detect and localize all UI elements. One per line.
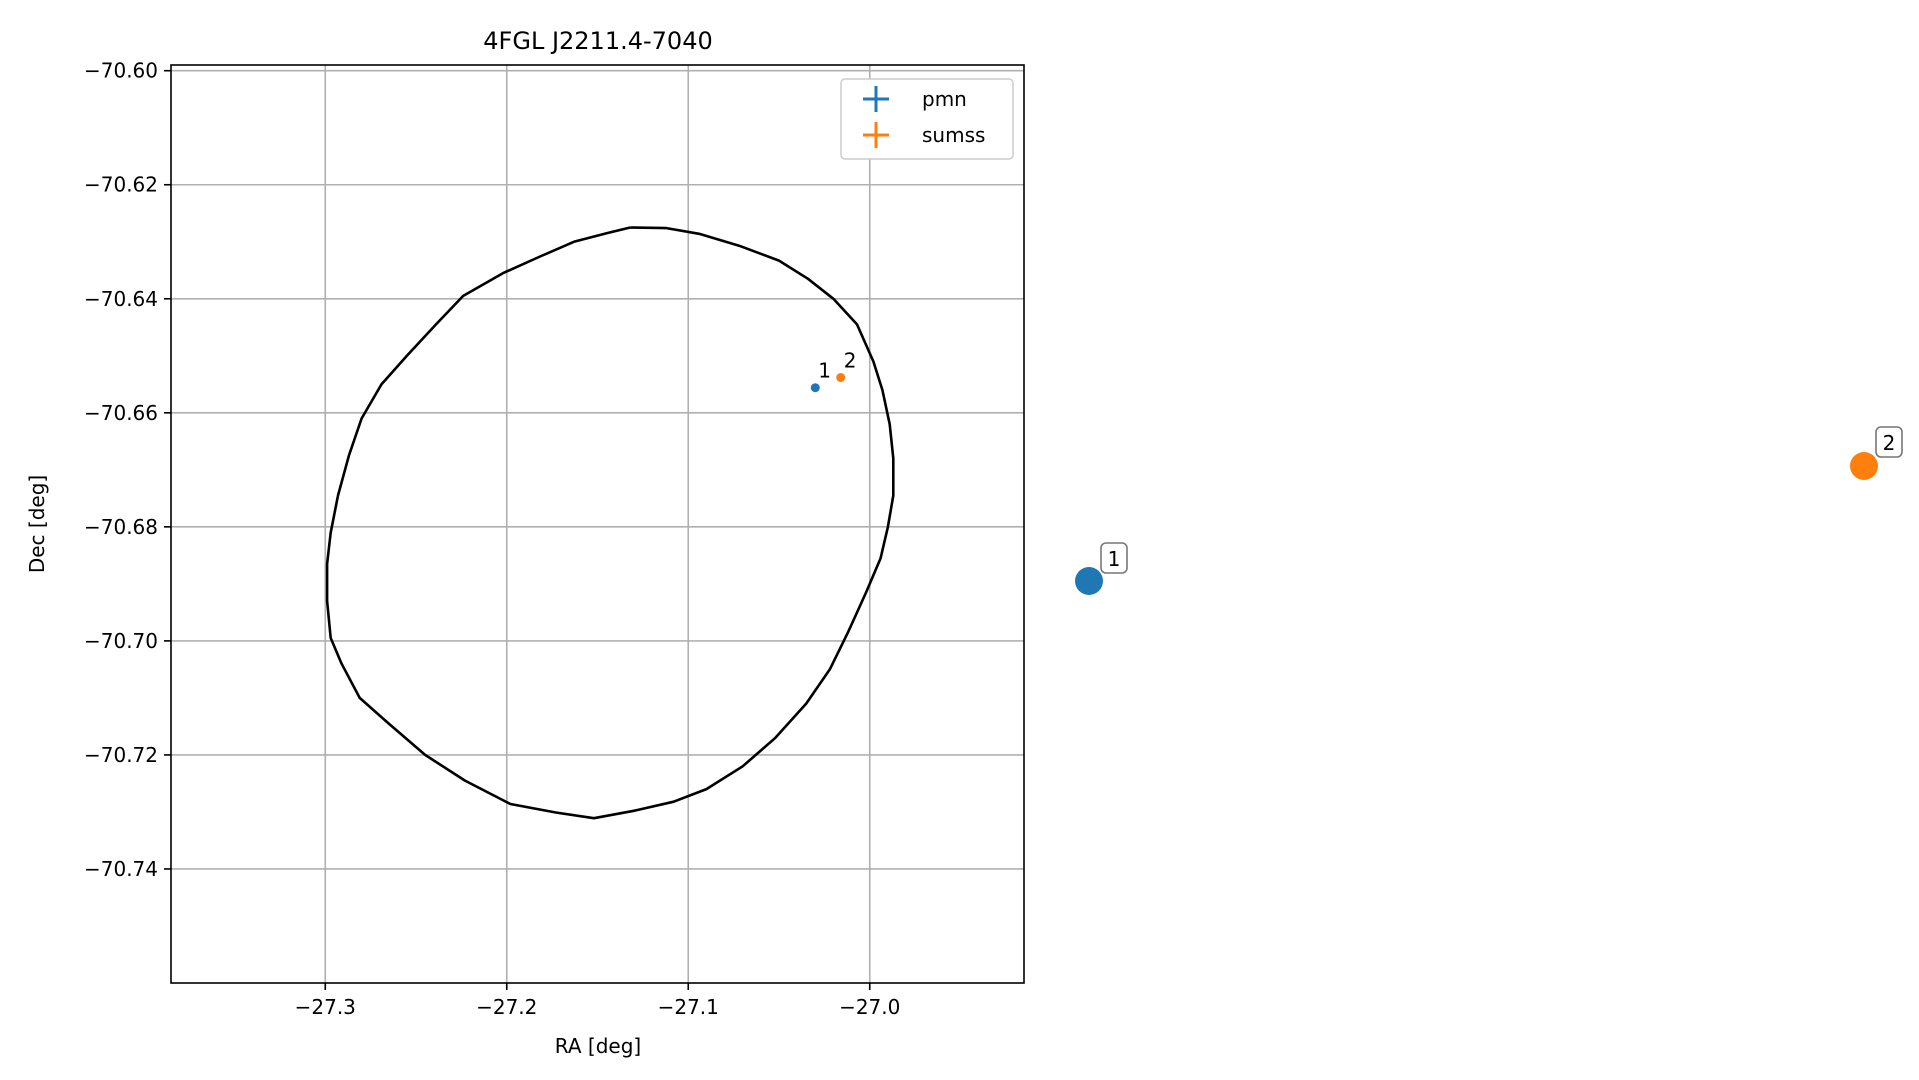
data-point-label-pmn: 1 [818,359,831,383]
y-tick-label: −70.70 [84,629,158,653]
y-axis-label: Dec [deg] [25,475,49,573]
side-marker-1-label-box [1100,542,1128,574]
grid-lines [171,65,1024,983]
y-tick-label: −70.74 [84,857,158,881]
side-marker-2-label-box [1875,426,1903,458]
side-marker-1-label: 1 [1108,547,1121,571]
x-tick-label: −27.1 [658,995,719,1019]
x-tick-label: −27.2 [476,995,537,1019]
uncertainty-ellipse-layer [325,226,895,820]
x-axis-ticks: −27.3 −27.2 −27.1 −27.0 [295,983,900,1019]
legend-pmn-label: pmn [922,87,967,111]
chart-title: 4FGL J2211.4-7040 [483,27,712,55]
side-marker-1: 1 [1075,542,1128,595]
legend-entry-sumss: sumss [863,122,985,148]
legend: pmn sumss [840,78,1014,160]
y-tick-label: −70.60 [84,59,158,83]
data-point-pmn [810,383,820,393]
side-marker-2-dot [1850,452,1878,480]
x-tick-label: −27.3 [295,995,356,1019]
y-axis-ticks: −70.60 −70.62 −70.64 −70.66 −70.68 −70.70 −70.… [84,59,171,881]
y-tick-label: −70.66 [84,401,158,425]
y-tick-label: −70.68 [84,515,158,539]
x-axis-label: RA [deg] [555,1034,641,1058]
data-point-label-sumss: 2 [844,348,857,372]
y-tick-label: −70.62 [84,173,158,197]
uncertainty-ellipse [325,226,895,820]
y-tick-label: −70.64 [84,287,158,311]
side-marker-2: 2 [1850,426,1903,480]
side-marker-1-dot [1075,567,1103,595]
legend-entry-pmn: pmn [863,86,967,112]
data-point-sumss [836,372,846,382]
legend-sumss-label: sumss [922,123,985,147]
y-tick-label: −70.72 [84,743,158,767]
side-marker-2-label: 2 [1883,431,1896,455]
plot-frame [170,64,1025,984]
x-tick-label: −27.0 [839,995,900,1019]
